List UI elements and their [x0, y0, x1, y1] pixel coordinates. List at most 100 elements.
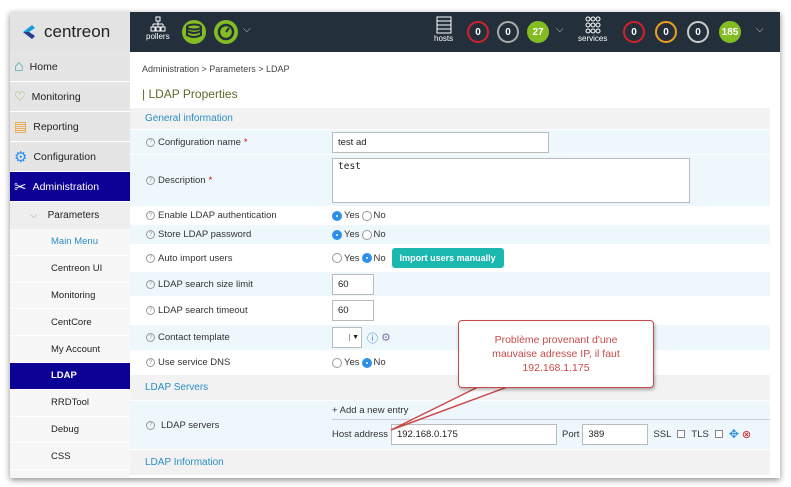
sidebar-item[interactable]: RRDTool: [10, 390, 130, 417]
auto-import-yes-radio[interactable]: [332, 253, 342, 263]
breadcrumb[interactable]: Administration > Parameters > LDAP: [142, 64, 290, 74]
menu-configuration[interactable]: ⚙ Configuration: [10, 142, 130, 172]
radio-label: No: [373, 252, 386, 264]
field-label: Contact template: [158, 332, 230, 343]
timeout-input[interactable]: 60: [332, 300, 374, 321]
required-mark: *: [243, 136, 248, 148]
import-users-button[interactable]: Import users manually: [391, 248, 504, 268]
port-input[interactable]: 389: [582, 423, 649, 445]
database-icon[interactable]: [182, 20, 206, 44]
radio-label: No: [373, 357, 386, 368]
size-limit-input[interactable]: 60: [332, 273, 374, 295]
sidebar-item[interactable]: My Account: [10, 336, 130, 363]
help-icon[interactable]: ?: [146, 211, 155, 220]
row-auto-import: ? Auto import users Yes No Import users man…: [130, 245, 770, 272]
ssl-label: SSL: [653, 428, 672, 440]
status-count-badge[interactable]: 0: [497, 21, 519, 43]
ssl-checkbox[interactable]: [677, 430, 686, 438]
port-label: Port: [561, 428, 580, 440]
enable-auth-yes-radio[interactable]: [332, 210, 342, 221]
enable-auth-no-radio[interactable]: [361, 210, 372, 221]
info-icon[interactable]: ⓘ: [367, 332, 378, 345]
gauge-icon[interactable]: [214, 20, 238, 44]
help-icon[interactable]: ?: [146, 420, 155, 430]
row-contact-template: ? Contact template ▼ ⓘ ⚙: [130, 325, 770, 351]
status-count-badge[interactable]: 0: [687, 21, 709, 43]
sidebar-item[interactable]: Debug: [10, 417, 130, 444]
help-icon[interactable]: ?: [146, 176, 155, 185]
help-icon[interactable]: ?: [146, 279, 155, 289]
help-icon[interactable]: ?: [146, 333, 155, 342]
gear-icon[interactable]: ⚙: [381, 332, 391, 344]
heartbeat-icon: ♡: [14, 88, 26, 104]
help-icon[interactable]: ?: [146, 253, 155, 263]
help-icon[interactable]: ?: [146, 306, 155, 315]
menu-label: Administration: [32, 180, 100, 193]
dns-no-radio[interactable]: [361, 357, 372, 368]
section-general: General information: [130, 108, 770, 130]
sidebar-item[interactable]: CSS: [10, 443, 130, 471]
status-count-badge[interactable]: 0: [467, 21, 489, 43]
sidebar-item[interactable]: LDAP: [10, 362, 130, 390]
hosts-button[interactable]: hosts: [434, 16, 453, 43]
tls-checkbox[interactable]: [714, 430, 723, 438]
sidebar-item[interactable]: Centreon UI: [10, 256, 130, 283]
menu-label: Home: [29, 60, 58, 73]
sidebar: ⌂ Home ♡ Monitoring ▤ Reporting ⚙ Configurat…: [10, 52, 130, 478]
description-textarea[interactable]: test: [332, 158, 690, 203]
field-label: Use service DNS: [158, 357, 231, 368]
field-label: LDAP servers: [161, 419, 220, 431]
radio-label: Yes: [344, 252, 360, 264]
sidebar-item[interactable]: Main Menu: [10, 229, 130, 256]
move-icon[interactable]: ✥: [728, 427, 739, 441]
status-count-badge[interactable]: 0: [623, 21, 645, 43]
services-label: services: [578, 34, 608, 43]
config-name-input[interactable]: test ad: [332, 131, 549, 153]
menu-home[interactable]: ⌂ Home: [10, 52, 130, 82]
callout-line: 192.168.1.175: [522, 362, 590, 374]
status-count-badge[interactable]: 27: [527, 21, 549, 43]
menu-administration[interactable]: ✂ Administration: [10, 172, 130, 202]
services-button[interactable]: services: [578, 16, 607, 43]
row-service-dns: ? Use service DNS Yes No: [130, 351, 770, 375]
add-entry-link[interactable]: + Add a new entry: [332, 402, 770, 420]
chevron-down-icon[interactable]: ⌵: [556, 24, 564, 35]
auto-import-no-radio[interactable]: [361, 253, 372, 263]
status-count-badge[interactable]: 0: [655, 21, 677, 43]
pollers-button[interactable]: pollers: [146, 16, 170, 41]
callout-line: Problème provenant d'une: [494, 334, 618, 346]
logo[interactable]: centreon: [10, 12, 130, 52]
callout-line: mauvaise adresse IP, il faut: [492, 348, 620, 360]
menu-monitoring[interactable]: ♡ Monitoring: [10, 82, 130, 112]
menu-label: Reporting: [33, 120, 79, 133]
top-bar: centreon pollers ⌵ hosts 0 0 27 ⌵ services…: [10, 12, 780, 52]
hosts-icon: [436, 16, 452, 34]
store-pw-yes-radio[interactable]: [332, 229, 342, 240]
radio-label: No: [373, 210, 386, 221]
sidebar-item[interactable]: Monitoring: [10, 283, 130, 310]
annotation-callout: Problème provenant d'une mauvaise adress…: [458, 320, 654, 388]
dns-yes-radio[interactable]: [332, 357, 342, 368]
help-icon[interactable]: ?: [146, 137, 155, 147]
services-icon: [585, 16, 601, 34]
sidebar-item[interactable]: Knowledge Base: [10, 470, 130, 479]
sidebar-item[interactable]: CentCore: [10, 309, 130, 337]
help-icon[interactable]: ?: [146, 230, 155, 239]
submenu-parameters[interactable]: ⌵ Parameters: [10, 202, 130, 229]
centreon-logo-icon: [23, 25, 35, 39]
row-description: ? Description * test: [130, 155, 770, 207]
status-count-badge[interactable]: 185: [719, 21, 741, 43]
help-icon[interactable]: ?: [146, 358, 155, 367]
section-info: LDAP Information: [130, 450, 770, 476]
remove-icon[interactable]: ⊗: [741, 428, 752, 441]
field-label: LDAP search size limit: [158, 278, 253, 290]
main-content: Administration > Parameters > LDAP | LDA…: [130, 52, 770, 478]
store-pw-no-radio[interactable]: [361, 229, 372, 240]
contact-template-select[interactable]: ▼: [332, 327, 362, 348]
pollers-icon: [150, 16, 166, 32]
dropdown-arrow-icon: ▼: [349, 334, 361, 341]
chevron-down-icon[interactable]: ⌵: [243, 24, 251, 35]
host-address-input[interactable]: 192.168.0.175: [390, 423, 557, 445]
chevron-down-icon[interactable]: ⌵: [756, 24, 764, 35]
menu-reporting[interactable]: ▤ Reporting: [10, 112, 130, 142]
